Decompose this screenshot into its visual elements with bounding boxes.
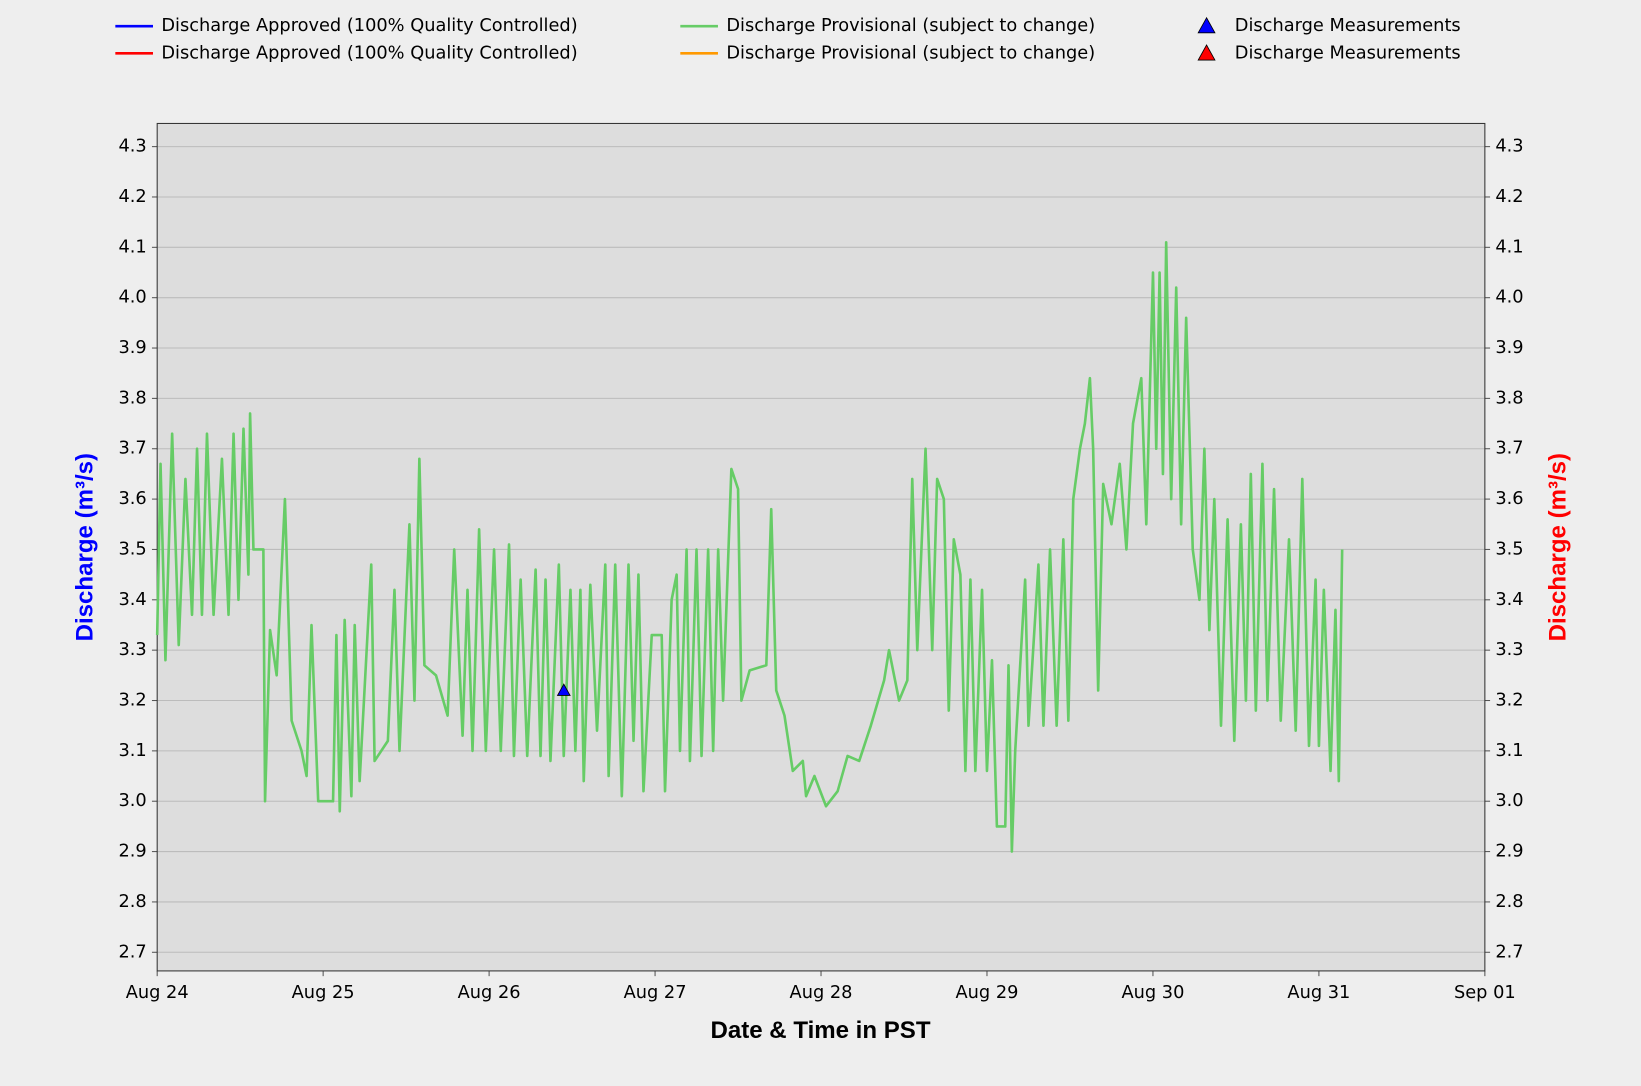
x-tick-label: Sep 01 — [1454, 982, 1516, 1003]
x-tick-label: Aug 24 — [126, 982, 189, 1003]
y2-tick-label: 3.9 — [1495, 337, 1523, 358]
y-tick-label: 2.8 — [118, 891, 146, 912]
y2-tick-label: 2.9 — [1495, 841, 1523, 862]
legend-label: Discharge Approved (100% Quality Control… — [161, 42, 577, 63]
y2-tick-label: 4.2 — [1495, 186, 1523, 207]
y2-tick-label: 3.6 — [1495, 488, 1523, 509]
y-tick-label: 3.0 — [118, 790, 146, 811]
y-tick-label: 3.8 — [118, 387, 146, 408]
y-tick-label: 2.9 — [118, 841, 146, 862]
y-tick-label: 4.3 — [118, 136, 146, 157]
y2-tick-label: 2.7 — [1495, 941, 1523, 962]
y2-tick-label: 3.0 — [1495, 790, 1523, 811]
y-tick-label: 4.0 — [118, 287, 146, 308]
x-tick-label: Aug 26 — [458, 982, 521, 1003]
y-tick-label: 3.5 — [118, 538, 146, 559]
x-tick-label: Aug 31 — [1287, 982, 1350, 1003]
legend-label: Discharge Approved (100% Quality Control… — [161, 15, 577, 36]
y-tick-label: 4.2 — [118, 186, 146, 207]
y-tick-label: 3.2 — [118, 690, 146, 711]
y-tick-label: 2.7 — [118, 941, 146, 962]
y-tick-label: 3.1 — [118, 740, 146, 761]
y2-tick-label: 3.1 — [1495, 740, 1523, 761]
y2-axis-label: Discharge (m³/s) — [1545, 453, 1572, 641]
legend-swatch — [1197, 16, 1216, 34]
x-tick-label: Aug 28 — [790, 982, 853, 1003]
y2-tick-label: 4.3 — [1495, 136, 1523, 157]
legend-label: Discharge Provisional (subject to change… — [726, 15, 1095, 36]
x-tick-label: Aug 30 — [1121, 982, 1184, 1003]
y-tick-label: 3.7 — [118, 438, 146, 459]
y2-tick-label: 3.8 — [1495, 387, 1523, 408]
y2-tick-label: 3.7 — [1495, 438, 1523, 459]
measurement-point — [556, 683, 571, 696]
plot-area — [157, 123, 1485, 971]
x-tick-label: Aug 27 — [624, 982, 687, 1003]
legend-label: Discharge Provisional (subject to change… — [726, 42, 1095, 63]
legend-swatch — [1197, 44, 1216, 61]
plot-border — [156, 122, 1486, 972]
y-tick-label: 3.9 — [118, 337, 146, 358]
x-tick-label: Aug 29 — [956, 982, 1019, 1003]
legend-label: Discharge Measurements — [1235, 42, 1461, 63]
x-tick-label: Aug 25 — [292, 982, 355, 1003]
series-line — [155, 241, 1344, 853]
y-tick-label: 3.4 — [118, 589, 146, 610]
y2-tick-label: 3.4 — [1495, 589, 1523, 610]
legend-label: Discharge Measurements — [1235, 15, 1461, 36]
y-axis-label: Discharge (m³/s) — [71, 453, 98, 641]
y2-tick-label: 2.8 — [1495, 891, 1523, 912]
y2-tick-label: 4.0 — [1495, 287, 1523, 308]
y2-tick-label: 3.5 — [1495, 538, 1523, 559]
y2-tick-label: 3.2 — [1495, 690, 1523, 711]
y-tick-label: 4.1 — [118, 236, 146, 257]
y-tick-label: 3.6 — [118, 488, 146, 509]
y-tick-label: 3.3 — [118, 639, 146, 660]
y2-tick-label: 3.3 — [1495, 639, 1523, 660]
y2-tick-label: 4.1 — [1495, 236, 1523, 257]
x-axis-label: Date & Time in PST — [710, 1017, 930, 1044]
